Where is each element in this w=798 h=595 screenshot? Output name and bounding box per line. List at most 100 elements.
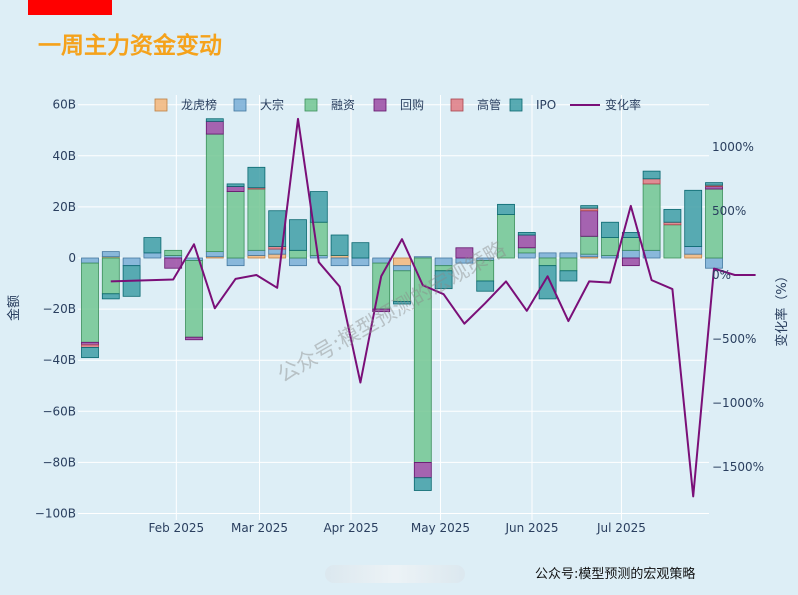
bar-回购 xyxy=(372,308,391,313)
legend-label: 变化率 xyxy=(605,97,641,112)
bar-IPO xyxy=(226,183,245,187)
bar-龙虎榜 xyxy=(684,253,703,259)
bar-大宗 xyxy=(372,257,391,264)
y-axis-title: 金额 xyxy=(6,295,22,321)
bar-IPO xyxy=(247,166,266,189)
bar-融资 xyxy=(185,260,203,338)
bar-IPO xyxy=(434,270,453,290)
bar-大宗 xyxy=(684,246,703,255)
bar-IPO xyxy=(393,301,411,305)
y2tick-label: −500% xyxy=(712,332,756,346)
bar-大宗 xyxy=(81,257,99,264)
rate-line xyxy=(110,117,756,498)
bar-大宗 xyxy=(330,257,349,267)
bar-融资 xyxy=(517,247,536,254)
ytick-label: −20B xyxy=(42,302,76,316)
bar-IPO xyxy=(143,237,162,254)
ytick-label: 0 xyxy=(68,251,76,265)
ytick-label: −60B xyxy=(42,404,76,418)
bar-IPO xyxy=(351,242,370,259)
bar-IPO xyxy=(517,232,536,236)
y2tick-label: −1500% xyxy=(712,460,764,474)
bar-大宗 xyxy=(268,248,287,255)
bar-IPO xyxy=(684,189,703,247)
bar-IPO xyxy=(580,205,599,209)
bar-大宗 xyxy=(705,257,723,269)
bar-融资 xyxy=(663,224,682,259)
bar-回购 xyxy=(164,257,183,269)
bar-大宗 xyxy=(538,252,557,259)
bar-IPO xyxy=(81,347,99,359)
bar-融资 xyxy=(226,191,245,259)
bar-IPO xyxy=(205,118,224,122)
bar-龙虎榜 xyxy=(393,257,411,267)
blurred-footer-text xyxy=(325,565,465,583)
legend-swatch xyxy=(373,98,387,112)
bar-大宗 xyxy=(226,257,245,267)
bar-IPO xyxy=(621,232,640,238)
grid xyxy=(78,95,709,520)
bar-融资 xyxy=(289,249,307,259)
axes: 60B 40B 20B 0 −20B −40B −60B −80B −100B 1000% 500%… xyxy=(6,98,790,535)
ytick-label: −40B xyxy=(42,353,76,367)
bar-融资 xyxy=(621,237,640,251)
ytick-label: −100B xyxy=(35,507,76,521)
y2tick-label: 500% xyxy=(712,204,746,218)
bar-IPO xyxy=(101,293,120,300)
y2tick-label: −1000% xyxy=(712,396,764,410)
xtick-label: Jun 2025 xyxy=(504,521,558,535)
brand-red-bar xyxy=(28,0,112,15)
bar-layer xyxy=(81,118,723,491)
bar-IPO xyxy=(705,182,723,186)
bar-融资 xyxy=(101,257,120,295)
bar-大宗 xyxy=(247,249,266,256)
legend-label: 回购 xyxy=(400,97,424,112)
footer-source: 公众号:模型预测的宏观策略 xyxy=(535,567,696,582)
bar-大宗 xyxy=(559,252,578,259)
bar-IPO xyxy=(559,270,578,282)
bar-IPO xyxy=(538,265,557,300)
bar-大宗 xyxy=(393,265,411,272)
legend-label: IPO xyxy=(536,98,556,112)
xtick-label: Mar 2025 xyxy=(231,521,288,535)
rate-line-layer xyxy=(110,117,756,498)
bar-回购 xyxy=(455,247,474,259)
y2-axis-title: 变化率（%） xyxy=(774,269,790,346)
xtick-label: May 2025 xyxy=(411,521,470,535)
ytick-label: 60B xyxy=(52,98,76,112)
bar-IPO xyxy=(330,234,349,256)
bar-回购 xyxy=(205,120,224,135)
ytick-label: 40B xyxy=(52,149,76,163)
ytick-label: −80B xyxy=(42,455,76,469)
bar-融资 xyxy=(559,257,578,272)
bar-融资 xyxy=(538,257,557,267)
bar-IPO xyxy=(476,280,495,292)
bar-回购 xyxy=(226,186,245,192)
bar-融资 xyxy=(705,188,723,259)
bar-大宗 xyxy=(143,252,162,259)
legend-swatch xyxy=(509,98,523,112)
bar-IPO xyxy=(601,221,619,238)
bar-IPO xyxy=(268,210,287,247)
bar-大宗 xyxy=(101,251,120,258)
bar-IPO xyxy=(413,477,432,491)
bar-IPO xyxy=(497,203,515,215)
xtick-label: Apr 2025 xyxy=(323,521,378,535)
bar-大宗 xyxy=(205,251,224,258)
bar-回购 xyxy=(413,461,432,479)
xtick-label: Jul 2025 xyxy=(596,521,646,535)
bar-大宗 xyxy=(351,257,370,267)
bar-融资 xyxy=(601,237,619,256)
bar-回购 xyxy=(621,257,640,267)
bar-大宗 xyxy=(621,249,640,259)
legend[interactable]: 龙虎榜 大宗 融资 回购 高管 IPO 变化率 xyxy=(154,97,641,112)
legend-label: 大宗 xyxy=(260,97,284,112)
bar-大宗 xyxy=(289,257,307,267)
bar-IPO xyxy=(663,209,682,223)
bar-高管 xyxy=(642,178,661,185)
legend-swatch xyxy=(450,98,464,112)
bar-融资 xyxy=(580,235,599,255)
legend-label: 高管 xyxy=(477,97,501,112)
bar-回购 xyxy=(185,336,203,341)
y2tick-label: 0% xyxy=(712,268,731,282)
